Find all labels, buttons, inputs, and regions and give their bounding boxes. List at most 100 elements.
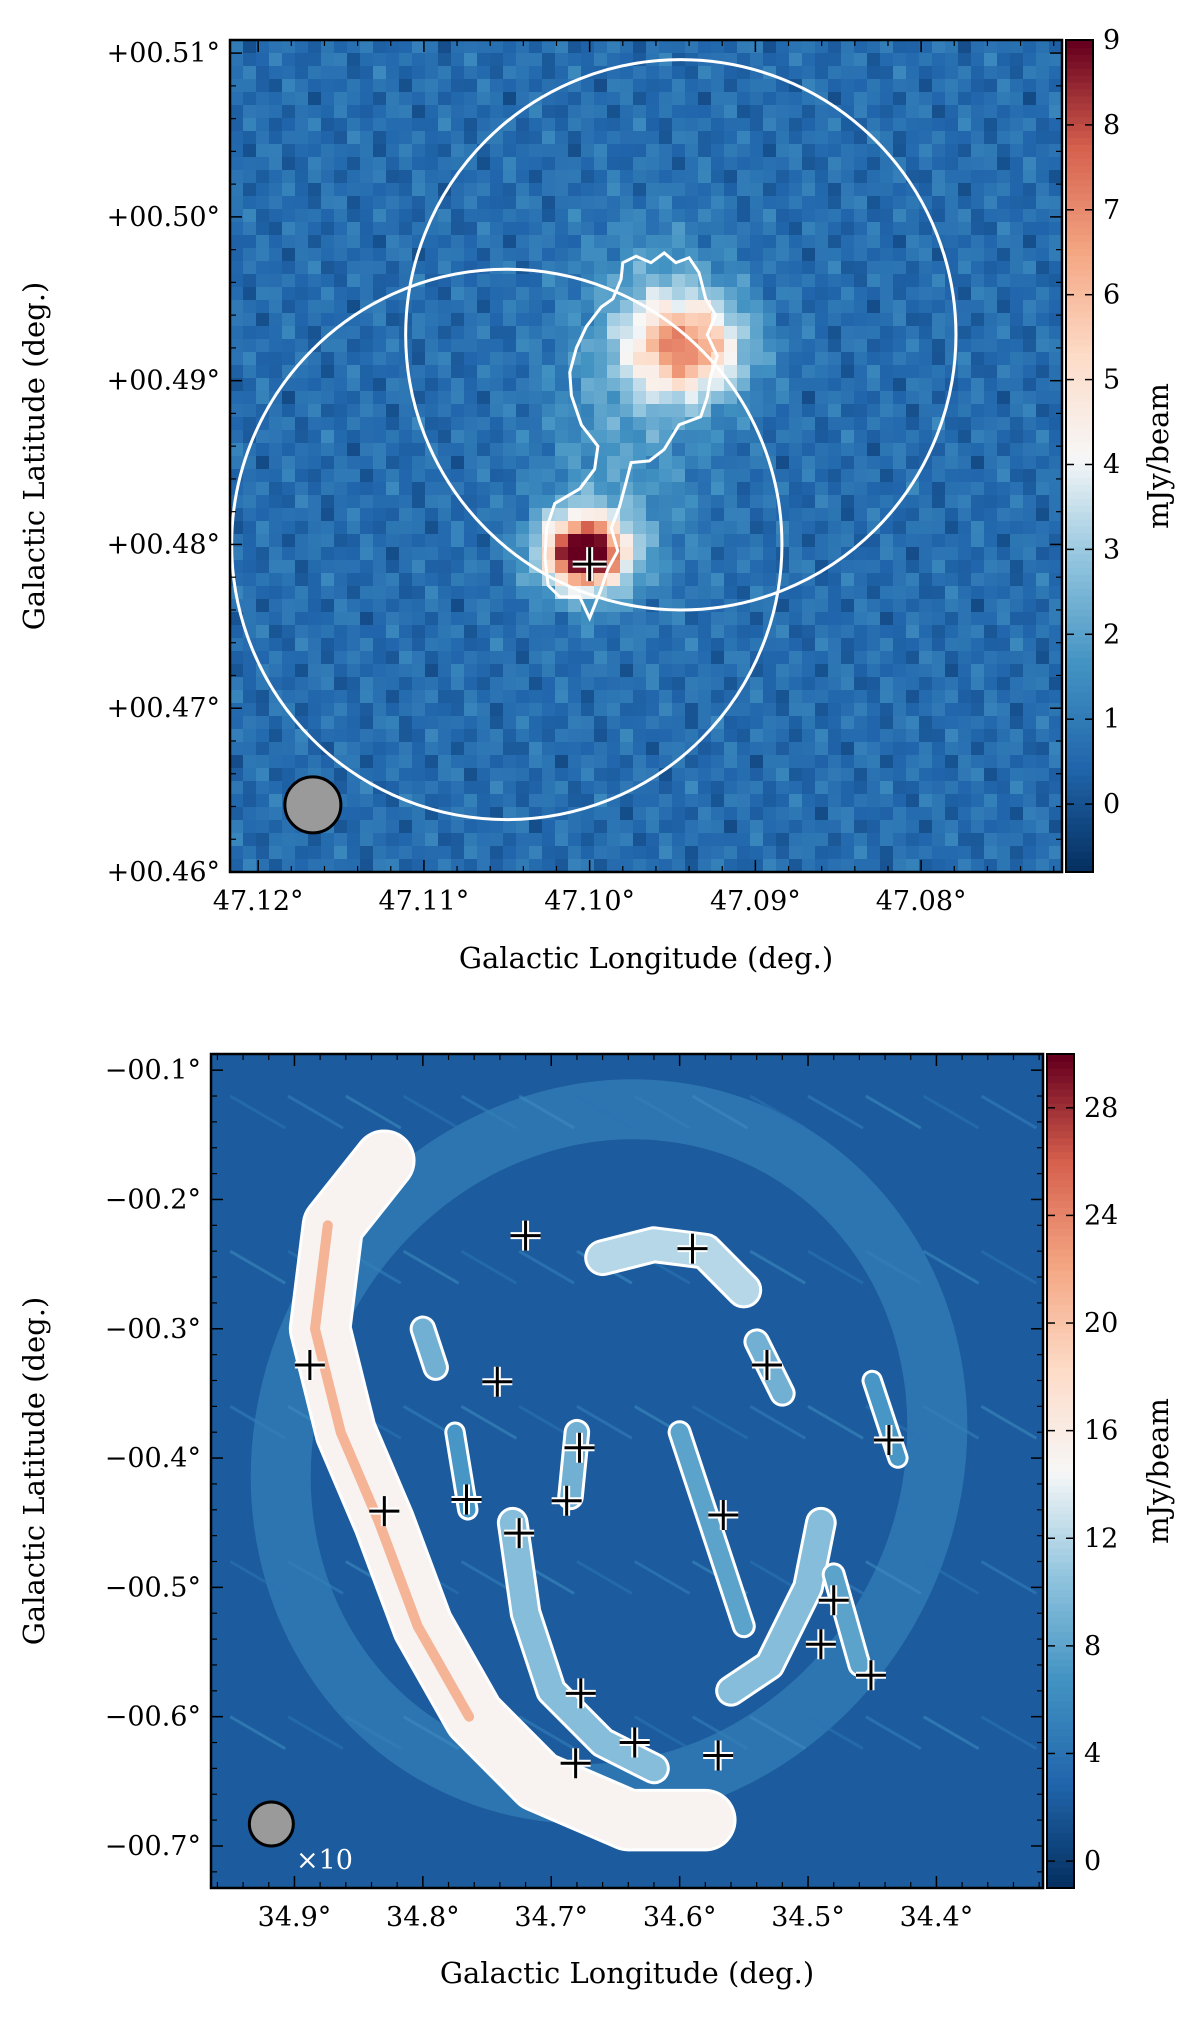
top-heat-pixel bbox=[685, 664, 699, 678]
top-heat-pixel bbox=[1036, 209, 1050, 223]
top-colorbar-tick-label: 0 bbox=[1103, 789, 1120, 820]
top-heat-pixel bbox=[477, 625, 491, 639]
top-heat-pixel bbox=[516, 677, 530, 691]
top-heat-pixel bbox=[1049, 599, 1062, 613]
top-heat-pixel bbox=[425, 170, 439, 184]
top-heat-pixel bbox=[893, 508, 907, 522]
top-heat-pixel bbox=[880, 742, 894, 756]
top-heat-pixel bbox=[893, 404, 907, 418]
top-heat-pixel bbox=[516, 508, 530, 522]
top-heat-pixel bbox=[425, 573, 439, 587]
top-heat-pixel bbox=[490, 261, 504, 275]
top-heat-pixel bbox=[360, 157, 374, 171]
top-heat-pixel bbox=[893, 781, 907, 795]
top-heat-pixel bbox=[854, 235, 868, 249]
top-heat-pixel bbox=[347, 157, 361, 171]
top-heat-pixel bbox=[295, 495, 309, 509]
top-heat-pixel bbox=[841, 352, 855, 366]
top-heat-pixel bbox=[542, 352, 556, 366]
top-heat-pixel bbox=[1010, 612, 1024, 626]
top-heat-pixel bbox=[620, 183, 634, 197]
top-heat-pixel bbox=[477, 534, 491, 548]
top-heat-pixel bbox=[542, 365, 556, 379]
bottom-streak bbox=[460, 1094, 518, 1130]
top-heat-pixel bbox=[997, 287, 1011, 301]
top-heat-pixel bbox=[334, 157, 348, 171]
top-heat-pixel bbox=[451, 508, 465, 522]
top-heat-pixel bbox=[581, 261, 595, 275]
top-heat-pixel bbox=[880, 66, 894, 80]
top-heat-pixel bbox=[802, 183, 816, 197]
top-heat-pixel bbox=[880, 339, 894, 353]
top-heat-pixel bbox=[542, 781, 556, 795]
top-heat-pixel bbox=[1036, 638, 1050, 652]
top-colorbar-cell bbox=[1066, 553, 1093, 561]
bottom-streak bbox=[807, 1249, 864, 1285]
top-heat-pixel bbox=[594, 105, 608, 119]
top-heat-pixel bbox=[555, 144, 569, 158]
top-heat-pixel bbox=[516, 209, 530, 223]
top-heat-pixel bbox=[425, 469, 439, 483]
top-heat-pixel bbox=[503, 573, 517, 587]
top-colorbar-cell bbox=[1066, 802, 1093, 811]
top-heat-pixel bbox=[867, 430, 881, 444]
top-heat-pixel bbox=[698, 534, 712, 548]
top-heat-pixel bbox=[789, 508, 803, 522]
top-heat-pixel bbox=[269, 638, 283, 652]
top-heat-pixel bbox=[451, 339, 465, 353]
top-heat-pixel bbox=[659, 664, 673, 678]
bottom-filament bbox=[670, 1423, 753, 1636]
top-heat-pixel bbox=[945, 404, 959, 418]
top-heat-pixel bbox=[945, 40, 959, 54]
bottom-streak bbox=[749, 1249, 807, 1285]
top-heat-pixel bbox=[269, 820, 283, 834]
top-heat-pixel bbox=[386, 261, 400, 275]
top-heat-pixel bbox=[737, 196, 751, 210]
top-heat-pixel bbox=[230, 846, 244, 860]
top-heat-pixel bbox=[880, 703, 894, 717]
top-heat-pixel bbox=[451, 560, 465, 574]
top-heat-pixel bbox=[282, 716, 296, 730]
top-heat-pixel bbox=[789, 144, 803, 158]
top-heat-pixel bbox=[854, 586, 868, 600]
top-heat-pixel bbox=[542, 79, 556, 93]
top-heat-pixel bbox=[438, 560, 452, 574]
top-heat-pixel bbox=[685, 222, 699, 236]
top-heat-pixel bbox=[373, 118, 387, 132]
bottom-filament bbox=[718, 1509, 834, 1704]
top-heat-pixel bbox=[867, 508, 881, 522]
bottom-colorbar-cell bbox=[1047, 1686, 1074, 1695]
bottom-colorbar-cell bbox=[1047, 1276, 1074, 1285]
top-heat-pixel bbox=[308, 521, 322, 535]
top-heat-pixel bbox=[321, 482, 335, 496]
bottom-filament bbox=[560, 1421, 588, 1508]
top-heat-pixel bbox=[633, 560, 647, 574]
top-heat-pixel bbox=[984, 287, 998, 301]
top-heat-pixel bbox=[516, 794, 530, 808]
top-heat-pixel bbox=[867, 807, 881, 821]
top-heat-pixel bbox=[932, 404, 946, 418]
top-heat-pixel bbox=[568, 495, 582, 509]
bottom-streak bbox=[691, 1094, 749, 1130]
top-heat-pixel bbox=[464, 794, 478, 808]
top-heat-pixel bbox=[698, 235, 712, 249]
top-heat-pixel bbox=[841, 378, 855, 392]
top-heat-pixel bbox=[971, 40, 985, 54]
top-heat-pixel bbox=[828, 157, 842, 171]
top-heat-pixel bbox=[672, 248, 686, 262]
top-heat-pixel bbox=[958, 469, 972, 483]
top-heat-pixel bbox=[568, 53, 582, 67]
top-heat-pixel bbox=[906, 235, 920, 249]
top-heat-pixel bbox=[360, 404, 374, 418]
top-heat-pixel bbox=[399, 742, 413, 756]
top-heat-pixel bbox=[295, 274, 309, 288]
top-heat-pixel bbox=[542, 768, 556, 782]
top-heat-pixel bbox=[594, 365, 608, 379]
top-heat-pixel bbox=[477, 196, 491, 210]
top-heat-pixel bbox=[282, 677, 296, 691]
top-heat-pixel bbox=[451, 534, 465, 548]
top-heat-pixel bbox=[425, 287, 439, 301]
top-heat-pixel bbox=[815, 443, 829, 457]
top-heat-pixel bbox=[607, 612, 621, 626]
top-heat-pixel bbox=[906, 417, 920, 431]
